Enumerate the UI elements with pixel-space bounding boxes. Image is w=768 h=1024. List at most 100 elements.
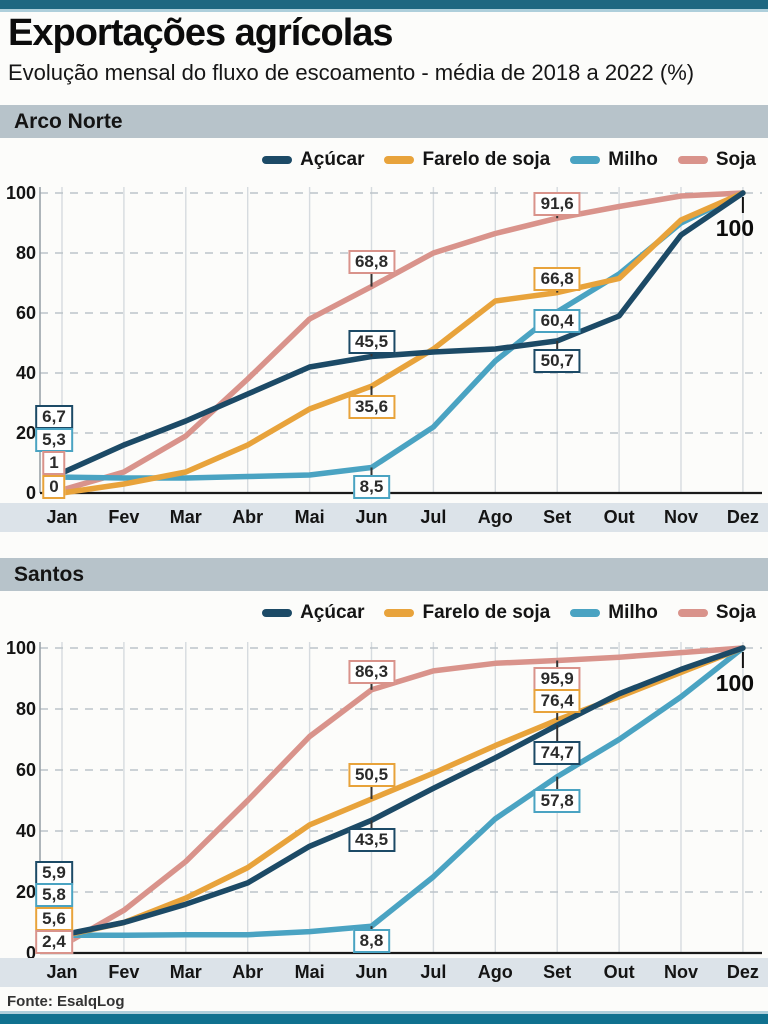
legend-arco-norte: Açúcar Farelo de soja Milho Soja <box>262 147 756 173</box>
series-line-acucar <box>59 645 746 938</box>
value-label-milho: 8,8 <box>352 928 391 953</box>
value-label-soja: 1 <box>42 451 66 475</box>
series-line-soja <box>59 190 746 493</box>
legend-item-label: Farelo de soja <box>422 149 551 170</box>
legend-item-acucar: Açúcar <box>262 602 364 624</box>
value-label-soja: 2,4 <box>35 930 73 955</box>
value-label-acucar: 74,7 <box>533 741 581 766</box>
bottom-accent-bar <box>0 1014 768 1024</box>
page-title: Exportações agrícolas <box>8 12 394 54</box>
y-axis-label: 20 <box>15 423 36 443</box>
chart-santos: 0 20 40 60 80 100 5,9 5,8 5,6 2,4 86,3 50,5 43,5 8,8 9… <box>0 635 768 963</box>
value-label-farelo: 5,6 <box>35 907 73 932</box>
legend-item-farelo: Farelo de soja <box>384 602 550 624</box>
value-label-acucar: 43,5 <box>347 828 396 853</box>
legend-item-label: Milho <box>608 602 658 623</box>
legend-item-farelo: Farelo de soja <box>384 149 550 171</box>
page-subtitle: Evolução mensal do fluxo de escoamento -… <box>8 60 695 85</box>
value-label-farelo: 35,6 <box>347 394 396 419</box>
legend-item-soja: Soja <box>677 149 756 171</box>
series-line-soja <box>59 645 746 949</box>
milho-legend-marker-icon <box>570 609 601 617</box>
x-axis-band-arco-norte: Jan Fev Mar Abr Mai Jun Jul Ago Set Out Nov Dez <box>0 503 768 532</box>
section-header-arco-norte: Arco Norte <box>0 105 768 138</box>
x-axis-label-abr: Abr <box>232 962 264 982</box>
top-accent-line <box>0 9 768 12</box>
x-axis-label-fev: Fev <box>108 507 140 527</box>
x-axis-label-jan: Jan <box>46 962 78 982</box>
section-title: Santos <box>14 563 85 586</box>
value-label-farelo: 50,5 <box>347 762 396 787</box>
x-axis-label-jun: Jun <box>355 507 388 527</box>
series-line-milho <box>59 190 746 481</box>
y-axis-label: 100 <box>5 183 36 203</box>
x-axis-label-ago: Ago <box>477 962 513 982</box>
value-label-farelo: 0 <box>42 475 66 499</box>
value-label-acucar: 45,5 <box>347 330 396 355</box>
series-line-milho <box>59 645 746 939</box>
x-axis-label-jul: Jul <box>420 507 447 527</box>
x-axis-label-jul: Jul <box>420 962 447 982</box>
value-label-acucar: 6,7 <box>35 405 73 430</box>
value-label-acucar: 5,9 <box>35 861 73 886</box>
legend-item-label: Açúcar <box>300 602 365 623</box>
legend-item-label: Milho <box>608 149 658 170</box>
x-axis-label-abr: Abr <box>232 507 264 527</box>
x-axis-label-mai: Mai <box>294 962 325 982</box>
legend-santos: Açúcar Farelo de soja Milho Soja <box>262 600 756 626</box>
value-label-farelo: 76,4 <box>533 689 581 714</box>
value-label-milho: 5,8 <box>35 883 73 908</box>
value-label-soja: 68,8 <box>347 250 396 274</box>
legend-item-milho: Milho <box>570 602 658 624</box>
y-axis-label: 60 <box>15 760 36 780</box>
x-axis-label-ago: Ago <box>477 507 513 527</box>
x-axis-label-mar: Mar <box>169 962 202 982</box>
legend-item-label: Farelo de soja <box>422 602 551 623</box>
series-line-farelo <box>59 645 746 939</box>
value-label-farelo: 66,8 <box>533 266 581 291</box>
value-label-soja: 86,3 <box>347 660 396 685</box>
x-axis-label-nov: Nov <box>663 962 698 982</box>
bottom-accent-line <box>0 1011 768 1014</box>
series-line-acucar <box>59 190 746 476</box>
value-label-milho: 5,3 <box>35 427 73 452</box>
value-label-soja: 91,6 <box>533 192 581 217</box>
x-axis-label-dez: Dez <box>726 962 759 982</box>
legend-item-label: Soja <box>715 602 756 623</box>
section-header-santos: Santos <box>0 558 768 591</box>
source-note: Fonte: EsalqLog <box>7 993 125 1010</box>
x-axis-label-set: Set <box>543 962 572 982</box>
x-axis-label-out: Out <box>603 962 635 982</box>
milho-legend-marker-icon <box>570 156 601 164</box>
value-label-milho: 60,4 <box>533 308 581 333</box>
end-value-label: 100 <box>715 215 755 241</box>
x-axis-band-santos: Jan Fev Mar Abr Mai Jun Jul Ago Set Out Nov Dez <box>0 958 768 987</box>
top-accent-bar <box>0 0 768 9</box>
x-axis-label-jan: Jan <box>46 507 78 527</box>
chart-arco-norte: 0 20 40 60 80 100 6,7 5,3 1 0 68,8 45,5 35,6 8,5 91,6 6… <box>0 180 768 505</box>
farelo-legend-marker-icon <box>384 156 415 164</box>
y-axis-label: 100 <box>5 638 36 658</box>
soja-legend-marker-icon <box>677 156 708 164</box>
x-axis-label-mai: Mai <box>294 507 325 527</box>
y-axis-label: 60 <box>15 303 36 323</box>
legend-item-milho: Milho <box>570 149 658 171</box>
x-axis-label-jun: Jun <box>355 962 388 982</box>
value-label-acucar: 50,7 <box>533 349 581 373</box>
value-label-soja: 95,9 <box>533 666 581 691</box>
legend-item-label: Açúcar <box>300 149 365 170</box>
section-title: Arco Norte <box>14 110 123 133</box>
x-axis-label-nov: Nov <box>663 507 698 527</box>
acucar-legend-marker-icon <box>262 609 293 617</box>
y-axis-label: 40 <box>15 363 36 383</box>
series-line-farelo <box>59 190 746 496</box>
x-axis-label-out: Out <box>603 507 635 527</box>
value-label-milho: 57,8 <box>533 788 581 813</box>
legend-item-soja: Soja <box>677 602 756 624</box>
y-axis-label: 40 <box>15 821 36 841</box>
y-axis-label: 80 <box>15 243 36 263</box>
y-axis-label: 80 <box>15 699 36 719</box>
x-axis-label-dez: Dez <box>726 507 759 527</box>
farelo-legend-marker-icon <box>384 609 415 617</box>
chart-canvas <box>39 642 762 955</box>
